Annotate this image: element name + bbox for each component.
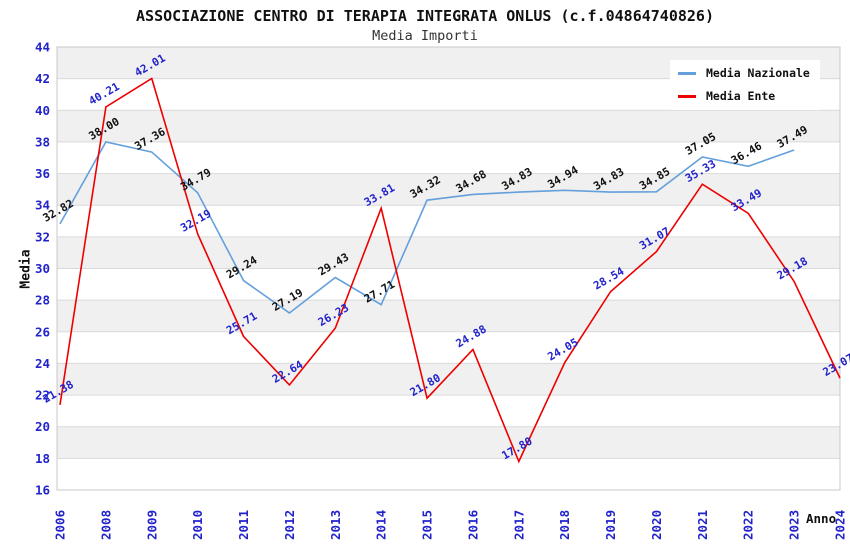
grid-band xyxy=(57,268,840,301)
y-tick-label: 24 xyxy=(35,356,50,371)
grid-band xyxy=(57,110,840,142)
legend-item-media-ente: Media Ente xyxy=(678,90,810,103)
legend: Media Nazionale Media Ente xyxy=(670,60,820,110)
y-tick-label: 32 xyxy=(35,229,50,244)
x-tick-label: 2018 xyxy=(557,510,572,540)
grid-band xyxy=(57,395,840,427)
grid-band xyxy=(57,205,840,237)
x-tick-label: 2012 xyxy=(282,510,297,540)
legend-item-media-nazionale: Media Nazionale xyxy=(678,67,810,80)
grid-band xyxy=(57,426,840,459)
grid-band xyxy=(57,458,840,490)
x-tick-label: 2017 xyxy=(511,510,526,540)
chart-title: ASSOCIAZIONE CENTRO DI TERAPIA INTEGRATA… xyxy=(136,7,714,25)
grid-band xyxy=(57,300,840,332)
x-tick-label: 2022 xyxy=(741,510,756,540)
y-tick-label: 36 xyxy=(35,166,50,181)
x-tick-label: 2016 xyxy=(465,510,480,540)
plot-border xyxy=(56,46,841,491)
grid-band xyxy=(57,363,840,396)
y-tick-label: 18 xyxy=(35,451,50,466)
x-axis-title: Anno xyxy=(806,511,837,526)
y-tick-label: 30 xyxy=(35,261,50,276)
x-tick-label: 2021 xyxy=(695,510,710,540)
legend-label-media-nazionale: Media Nazionale xyxy=(706,66,810,80)
x-tick-label: 2015 xyxy=(420,510,435,540)
y-tick-label: 22 xyxy=(35,388,50,403)
x-tick-label: 2006 xyxy=(53,510,68,540)
chart-subtitle: Media Importi xyxy=(372,28,478,44)
y-tick-label: 16 xyxy=(35,483,50,498)
y-tick-label: 42 xyxy=(35,71,50,86)
grid-band xyxy=(57,173,840,206)
nazionale-line-swatch-icon xyxy=(678,72,696,75)
legend-label-media-ente: Media Ente xyxy=(706,89,776,103)
x-tick-label: 2009 xyxy=(144,510,159,540)
ente-line-swatch-icon xyxy=(678,95,696,98)
x-tick-label: 2011 xyxy=(236,510,251,540)
grid-band xyxy=(57,236,840,269)
x-tick-label: 2014 xyxy=(374,510,389,540)
y-tick-label: 26 xyxy=(35,324,50,339)
x-tick-label: 2023 xyxy=(787,510,802,540)
y-tick-label: 28 xyxy=(35,293,50,308)
y-tick-label: 38 xyxy=(35,134,50,149)
y-axis-title: Media xyxy=(18,249,34,289)
y-tick-label: 34 xyxy=(35,198,50,213)
y-tick-label: 40 xyxy=(35,103,50,118)
x-tick-label: 2013 xyxy=(328,510,343,540)
x-tick-label: 2019 xyxy=(603,510,618,540)
y-tick-label: 44 xyxy=(35,40,50,55)
x-tick-label: 2008 xyxy=(98,510,113,540)
x-tick-label: 2010 xyxy=(190,510,205,540)
series-line-media-nazionale xyxy=(59,141,795,314)
series-line-media-ente xyxy=(59,77,841,464)
x-tick-label: 2020 xyxy=(649,510,664,540)
x-tick-label: 2024 xyxy=(833,510,848,540)
y-tick-label: 20 xyxy=(35,419,50,434)
grid-band xyxy=(57,331,840,364)
